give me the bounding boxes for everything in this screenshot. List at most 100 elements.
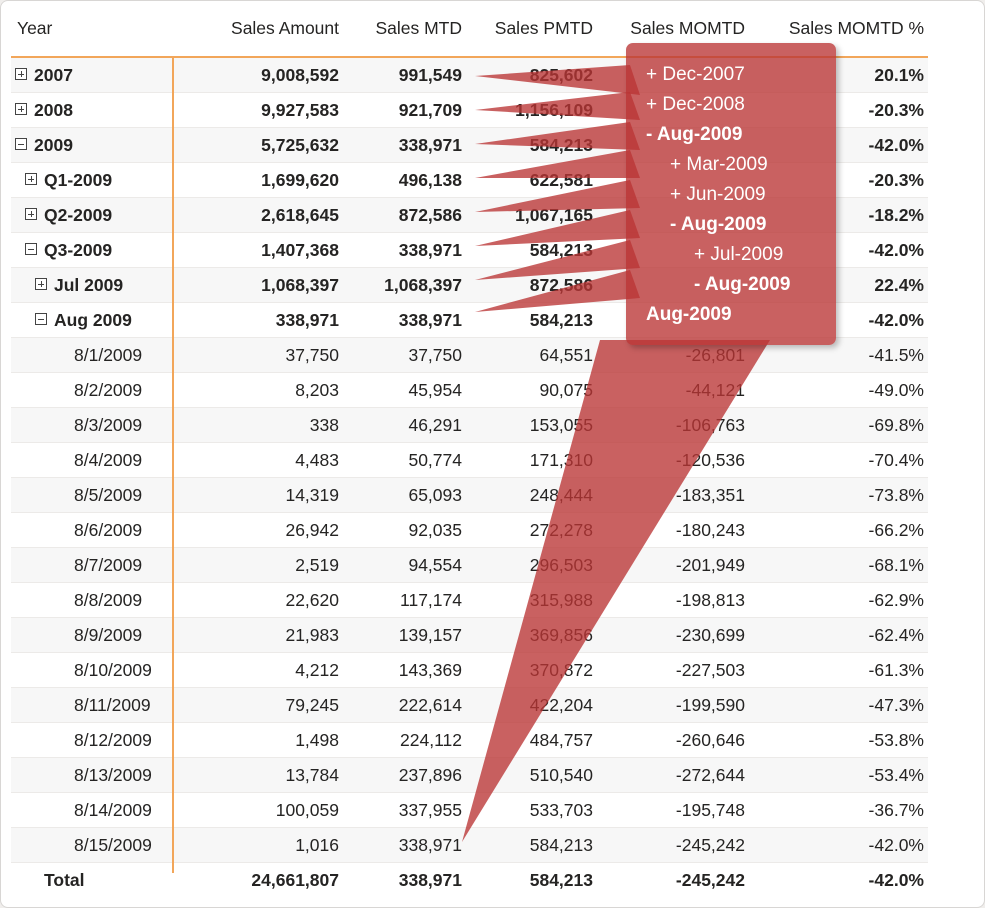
total-row: Total 24,661,807 338,971 584,213 -245,24… [11, 863, 928, 897]
table-cell: -73.8% [868, 485, 924, 505]
table-cell: -36.7% [868, 800, 924, 820]
table-row: 8/10/2009 4,212 143,369 370,872 -227,503 -61.… [11, 653, 928, 688]
table-cell: 37,750 [408, 345, 462, 365]
row-label: 8/15/2009 [74, 835, 152, 855]
row-label: 8/14/2009 [74, 800, 152, 820]
header-sales-momtd[interactable]: Sales MOMTD [630, 18, 745, 38]
table-cell: 338,971 [398, 135, 462, 155]
table-cell: 872,586 [398, 205, 462, 225]
table-cell: 22.4% [874, 275, 924, 295]
callout-item: + Dec-2007 [646, 64, 745, 85]
table-cell: 315,988 [529, 590, 593, 610]
table-cell: -26,801 [685, 345, 745, 365]
table-cell: 153,055 [529, 415, 593, 435]
row-label: 8/11/2009 [74, 695, 151, 715]
row-header-divider [172, 58, 174, 873]
table-cell: 584,213 [529, 135, 593, 155]
table-cell: 139,157 [398, 625, 462, 645]
table-cell: 584,213 [529, 310, 593, 330]
collapse-icon[interactable] [15, 138, 27, 150]
table-cell: 143,369 [398, 660, 462, 680]
table-cell: 26,942 [285, 520, 339, 540]
table-cell: 46,291 [408, 415, 462, 435]
row-label: Jul 2009 [54, 275, 124, 295]
table-cell: -42.0% [868, 240, 924, 260]
table-cell: 1,068,397 [261, 275, 339, 295]
table-cell: 1,068,397 [384, 275, 462, 295]
table-cell: -62.9% [868, 590, 924, 610]
table-cell: -18.2% [868, 205, 924, 225]
row-label: 2007 [34, 65, 73, 85]
table-cell: 100,059 [275, 800, 339, 820]
row-label: Q3-2009 [44, 240, 113, 260]
table-cell: 2,618,645 [261, 205, 339, 225]
table-cell: -183,351 [675, 485, 745, 505]
header-sales-pmtd[interactable]: Sales PMTD [494, 18, 593, 38]
row-label: 8/13/2009 [74, 765, 152, 785]
table-cell: -180,243 [675, 520, 745, 540]
table-cell: 237,896 [398, 765, 462, 785]
table-row: 8/11/2009 79,245 222,614 422,204 -199,590 -47… [11, 688, 928, 723]
expand-icon[interactable] [15, 68, 27, 80]
table-row: 8/3/2009 338 46,291 153,055 -106,763 -69.8% [11, 408, 928, 443]
table-cell: -272,644 [675, 765, 745, 785]
table-cell: -53.4% [868, 765, 924, 785]
table-row: 8/6/2009 26,942 92,035 272,278 -180,243 -66.2… [11, 513, 928, 548]
table-cell: 991,549 [398, 65, 462, 85]
table-cell: 338,971 [275, 310, 339, 330]
table-cell: 8,203 [295, 380, 339, 400]
table-cell: 92,035 [408, 520, 462, 540]
table-cell: 338,971 [398, 310, 462, 330]
expand-icon[interactable] [25, 173, 37, 185]
collapse-icon[interactable] [35, 313, 47, 325]
row-label: 8/12/2009 [74, 730, 152, 750]
table-cell: 484,757 [529, 730, 593, 750]
table-cell: -195,748 [675, 800, 745, 820]
callout-item: - Aug-2009 [670, 214, 767, 235]
expand-icon[interactable] [25, 208, 37, 220]
table-cell: 622,581 [529, 170, 593, 190]
callout-item: + Jun-2009 [670, 184, 766, 205]
table-row: 8/2/2009 8,203 45,954 90,075 -44,121 -49.0% [11, 373, 928, 408]
callout-item: + Mar-2009 [670, 154, 768, 175]
row-label: Q1-2009 [44, 170, 113, 190]
table-cell: 338,971 [398, 835, 462, 855]
table-cell: -227,503 [675, 660, 745, 680]
table-cell: -106,763 [675, 415, 745, 435]
table-row: 8/14/2009 100,059 337,955 533,703 -195,748 -3… [11, 793, 928, 828]
header-sales-amount[interactable]: Sales Amount [231, 18, 339, 38]
table-cell: -20.3% [868, 170, 924, 190]
expand-icon[interactable] [15, 103, 27, 115]
total-label: Total [44, 870, 85, 890]
table-cell: -47.3% [868, 695, 924, 715]
table-cell: 1,407,368 [261, 240, 339, 260]
header-sales-mtd[interactable]: Sales MTD [375, 18, 462, 38]
table-cell: -66.2% [868, 520, 924, 540]
callout-item: - Aug-2009 [646, 124, 743, 145]
table-cell: 117,174 [400, 590, 462, 610]
table-cell: -44,121 [685, 380, 745, 400]
callout-item: - Aug-2009 [694, 274, 791, 295]
expand-icon[interactable] [35, 278, 47, 290]
table-cell: 584,213 [529, 835, 593, 855]
total-cell: -245,242 [675, 870, 745, 890]
table-cell: 4,483 [295, 450, 339, 470]
header-year[interactable]: Year [17, 18, 53, 38]
table-row: 8/9/2009 21,983 139,157 369,856 -230,699 -62.… [11, 618, 928, 653]
header-sales-momtd-pct[interactable]: Sales MOMTD % [788, 18, 924, 38]
table-cell: 79,245 [285, 695, 339, 715]
table-cell: 422,204 [529, 695, 593, 715]
table-cell: -61.3% [868, 660, 924, 680]
table-cell: 338 [309, 415, 339, 435]
table-cell: 510,540 [529, 765, 593, 785]
table-cell: 94,554 [408, 555, 462, 575]
table-row: 8/4/2009 4,483 50,774 171,310 -120,536 -70.4% [11, 443, 928, 478]
collapse-icon[interactable] [25, 243, 37, 255]
table-cell: -70.4% [868, 450, 924, 470]
row-label: 8/9/2009 [74, 625, 143, 645]
table-cell: -42.0% [868, 135, 924, 155]
row-label: 8/2/2009 [74, 380, 143, 400]
table-cell: 65,093 [408, 485, 462, 505]
row-label: 8/8/2009 [74, 590, 143, 610]
